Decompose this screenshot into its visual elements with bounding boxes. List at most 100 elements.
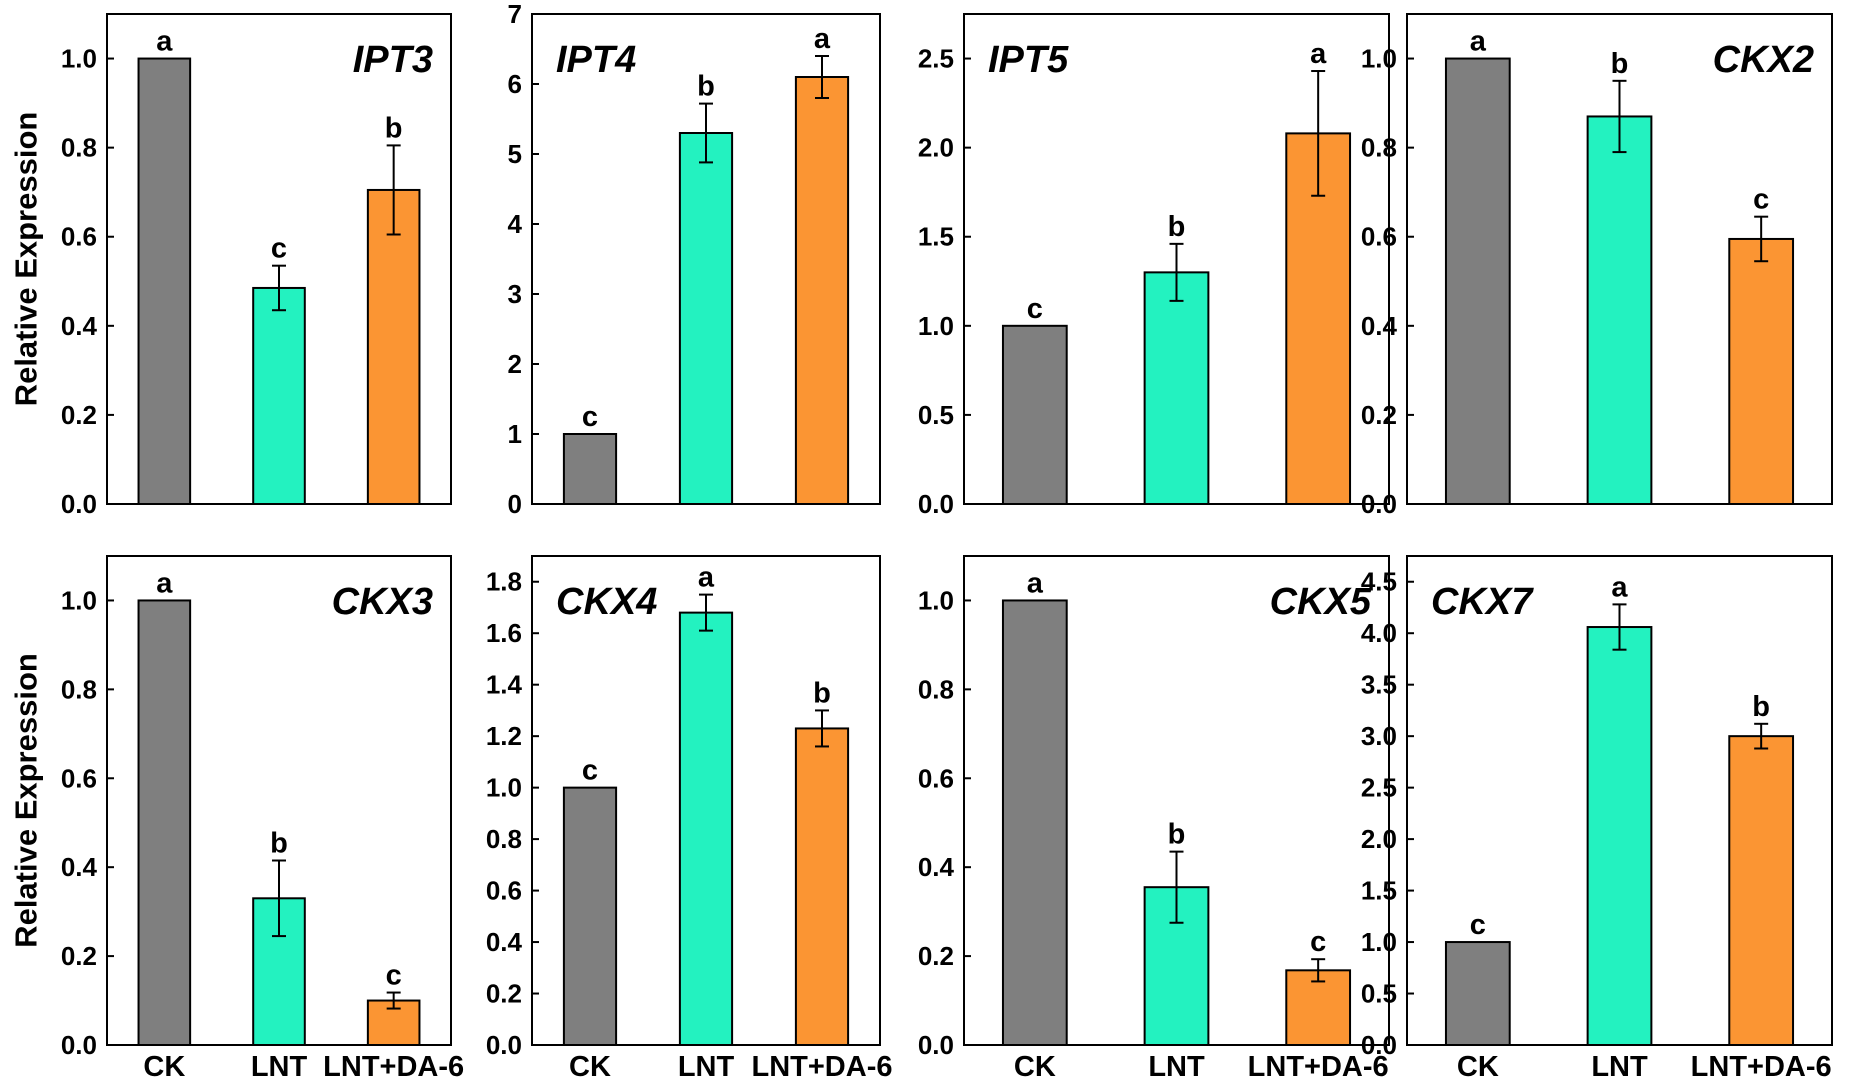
y-tick-label: 0.8 (1361, 133, 1397, 163)
x-tick-label: LNT (1148, 1051, 1205, 1083)
y-tick-label: 0.4 (1361, 311, 1398, 341)
y-tick-label: 2.0 (918, 133, 954, 163)
panel-ipt4: 0 1 2 3 4 5 6 7 IPT4 c b a (508, 0, 881, 519)
panel-ipt3: 0.0 0.2 0.4 0.6 0.8 1.0 Relative Expression IPT… (9, 13, 452, 519)
x-tick-label: CK (1457, 1051, 1499, 1083)
y-tick-label: 0.4 (918, 852, 955, 882)
bar-ck (562, 786, 618, 1046)
y-tick-label: 4.0 (1361, 618, 1397, 648)
significance-letter: b (1168, 211, 1186, 243)
significance-letter: c (1027, 293, 1043, 325)
significance-letter: a (1027, 567, 1044, 599)
y-tick-label: 0.4 (61, 852, 98, 882)
y-tick-label: 0.0 (918, 1030, 954, 1060)
y-tick-label: 2.5 (1361, 773, 1397, 803)
bar-lnt (1586, 115, 1653, 505)
y-tick-label: 0.8 (61, 674, 97, 704)
significance-letter: b (1752, 691, 1770, 723)
x-tick-label: CK (143, 1051, 185, 1083)
significance-letter: b (1611, 48, 1629, 80)
y-tick-label: 2.0 (1361, 824, 1397, 854)
y-tick-label: 0.6 (61, 222, 97, 252)
significance-letter: c (1753, 184, 1769, 216)
panel-ckx4: 0.0 0.2 0.4 0.6 0.8 1.0 1.2 1.4 1.6 1.8 CKX4 c CK a LN… (486, 555, 893, 1083)
y-tick-label: 0.6 (918, 763, 954, 793)
panel-ckx3: 0.0 0.2 0.4 0.6 0.8 1.0 Relative Expression CKX… (9, 555, 464, 1083)
bar-ck (137, 57, 192, 506)
chart-title: CKX2 (1713, 39, 1814, 81)
y-tick-label: 4 (508, 209, 523, 239)
significance-letter: a (1470, 26, 1487, 58)
y-tick-label: 1.0 (918, 311, 954, 341)
y-tick-label: 1.6 (486, 618, 522, 648)
y-tick-label: 0.4 (61, 311, 98, 341)
y-tick-label: 0.4 (486, 927, 523, 957)
y-tick-label: 1.5 (918, 222, 954, 252)
x-tick-label: LNT+DA-6 (1691, 1051, 1832, 1083)
y-tick-label: 5 (508, 139, 522, 169)
chart-title: IPT5 (988, 39, 1069, 81)
y-axis-label: Relative Expression (9, 653, 44, 948)
bar-lnt-da-6 (794, 76, 850, 505)
bar-ck (1444, 941, 1511, 1046)
significance-letter: c (1470, 909, 1486, 941)
y-tick-label: 0.2 (61, 941, 97, 971)
y-tick-label: 0.0 (61, 1030, 97, 1060)
x-tick-label: LNT+DA-6 (752, 1051, 893, 1083)
x-tick-label: CK (1014, 1051, 1056, 1083)
y-tick-label: 1.8 (486, 567, 522, 597)
bar-lnt-da-6 (1285, 969, 1352, 1046)
significance-letter: b (697, 71, 715, 103)
x-tick-label: CK (569, 1051, 611, 1083)
y-tick-label: 1.0 (1361, 927, 1397, 957)
y-tick-label: 0 (508, 489, 522, 519)
y-tick-label: 1.0 (486, 773, 522, 803)
x-tick-label: LNT+DA-6 (323, 1051, 464, 1083)
bar-lnt (678, 132, 734, 505)
y-tick-label: 3 (508, 279, 522, 309)
significance-letter: b (270, 828, 288, 860)
significance-letter: b (385, 112, 403, 144)
y-tick-label: 2.5 (918, 44, 954, 74)
significance-letter: b (1168, 819, 1186, 851)
significance-letter: c (386, 960, 402, 992)
significance-letter: a (156, 26, 173, 58)
chart-title: IPT3 (353, 39, 433, 81)
chart-title: CKX4 (556, 581, 657, 623)
y-tick-label: 0.2 (918, 941, 954, 971)
chart-title: CKX3 (332, 581, 433, 623)
significance-letter: c (582, 755, 598, 787)
bar-lnt-da-6 (1728, 735, 1795, 1046)
bar-lnt-da-6 (1728, 237, 1795, 505)
y-tick-label: 0.0 (1361, 1030, 1397, 1060)
bar-ck (137, 599, 192, 1046)
significance-letter: a (156, 567, 173, 599)
bar-ck (1001, 599, 1068, 1046)
chart-title: CKX7 (1431, 581, 1534, 623)
y-tick-label: 0.0 (486, 1030, 522, 1060)
bar-ck (562, 433, 618, 505)
significance-letter: c (271, 233, 287, 265)
bar-lnt-da-6 (794, 727, 850, 1046)
y-tick-label: 0.5 (1361, 979, 1397, 1009)
y-tick-label: 0.8 (61, 133, 97, 163)
bar-lnt-da-6 (366, 188, 421, 505)
y-tick-label: 6 (508, 69, 522, 99)
x-tick-label: LNT+DA-6 (1248, 1051, 1389, 1083)
y-tick-label: 1.0 (1361, 44, 1397, 74)
y-tick-label: 0.6 (1361, 222, 1397, 252)
y-tick-label: 0.2 (486, 979, 522, 1009)
y-tick-label: 1.4 (486, 670, 523, 700)
bar-lnt (678, 611, 734, 1046)
significance-letter: a (814, 23, 831, 55)
panel-ckx5: 0.0 0.2 0.4 0.6 0.8 1.0 CKX5 a CK b LNT c LNT+DA-6 (918, 555, 1390, 1083)
y-tick-label: 1.0 (61, 44, 97, 74)
significance-letter: a (1310, 38, 1327, 70)
y-tick-label: 0.5 (918, 400, 954, 430)
y-tick-label: 0.6 (61, 763, 97, 793)
y-tick-label: 1 (508, 419, 522, 449)
panel-ckx2: 0.0 0.2 0.4 0.6 0.8 1.0 CKX2 a b c (1361, 13, 1833, 519)
y-tick-label: 0.0 (1361, 489, 1397, 519)
y-tick-label: 0.0 (61, 489, 97, 519)
